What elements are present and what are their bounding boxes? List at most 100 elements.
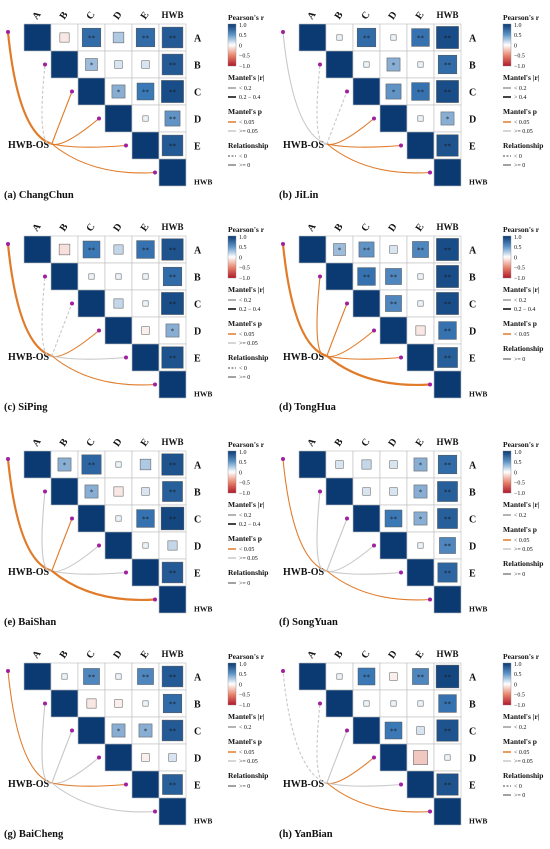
correlation-square <box>358 241 375 258</box>
diagonal-cell <box>433 797 462 826</box>
significance-mark: * <box>392 62 396 70</box>
correlation-square <box>142 115 149 122</box>
row-label-e: E <box>469 569 476 580</box>
grid-cell <box>131 50 160 79</box>
link-endpoint <box>399 143 403 148</box>
pearson-tick-label: −0.5 <box>239 54 250 60</box>
legend-rel-label: < 0 <box>514 154 522 160</box>
pearson-tick-label: 0 <box>239 255 242 261</box>
legend-pearson-title: Pearson's r <box>503 13 540 22</box>
diagonal-cell <box>131 131 160 160</box>
diagonal-cell <box>50 50 79 79</box>
legend-mantel-r-title: Mantel's |r| <box>503 73 540 82</box>
correlation-square <box>113 486 124 497</box>
significance-mark: ** <box>444 543 452 551</box>
row-label-c: C <box>194 300 201 311</box>
column-label-c: C <box>360 222 373 234</box>
link-endpoint <box>318 489 322 494</box>
row-label-hwb: HWB <box>194 178 212 187</box>
pearson-tick-label: −0.5 <box>514 693 525 699</box>
grid-cell <box>406 504 435 533</box>
correlation-square <box>162 693 183 714</box>
pearson-tick-label: −0.5 <box>514 54 525 60</box>
correlation-square <box>436 134 459 157</box>
row-label-e: E <box>469 354 476 365</box>
legend-mantel-r-title: Mantel's |r| <box>503 712 540 721</box>
row-label-a: A <box>194 461 202 472</box>
pearson-tick-label: 1.0 <box>239 662 247 668</box>
correlation-square <box>161 292 184 315</box>
correlation-square <box>161 346 184 369</box>
legend-rel-label: < 0 <box>514 784 522 790</box>
correlation-square <box>141 326 150 335</box>
correlation-square <box>440 111 455 126</box>
correlation-square <box>385 268 402 285</box>
correlation-square <box>361 459 372 470</box>
significance-mark: ** <box>444 728 452 736</box>
mantel-link <box>41 703 53 784</box>
correlation-square <box>168 753 177 762</box>
column-label-b: B <box>333 649 346 661</box>
mantel-link <box>51 545 100 573</box>
legend-mantel-p-title: Mantel's p <box>228 737 262 746</box>
correlation-square <box>385 83 402 100</box>
correlation-square <box>82 240 101 259</box>
significance-mark: * <box>117 728 121 736</box>
row-label-b: B <box>194 273 201 284</box>
mantel-link <box>51 782 156 813</box>
mantel-link <box>41 64 53 145</box>
diagonal-cell <box>158 797 187 826</box>
column-label-e: E <box>139 437 152 449</box>
significance-mark: ** <box>169 701 177 709</box>
legend-mantel-p-title: Mantel's p <box>503 737 537 746</box>
legend: Pearson's r1.0 0.5 0 −0.5 −1.0 Mantel's |r| < … <box>227 440 268 587</box>
legend-mantel-r-title: Mantel's |r| <box>503 500 540 509</box>
correlation-square <box>141 753 150 762</box>
significance-mark: ** <box>363 247 371 255</box>
pearson-tick-label: 0 <box>239 470 242 476</box>
column-label-c: C <box>85 649 98 661</box>
diagonal-cell <box>433 158 462 187</box>
pearson-colorbar <box>502 235 512 279</box>
correlation-square <box>385 295 402 312</box>
pearson-tick-label: −0.5 <box>514 481 525 487</box>
significance-mark: ** <box>169 116 177 124</box>
column-label-e: E <box>139 222 152 234</box>
correlation-square <box>412 668 429 685</box>
legend-p-label: >= 0.05 <box>239 129 258 135</box>
correlation-square <box>167 540 178 551</box>
correlation-square <box>436 265 459 288</box>
correlation-square <box>356 27 377 48</box>
link-endpoint <box>43 701 47 706</box>
row-label-hwb: HWB <box>469 605 487 614</box>
legend-pearson-title: Pearson's r <box>503 225 540 234</box>
pearson-colorbar <box>502 662 512 706</box>
mantel-link <box>6 458 53 573</box>
diagonal-cell <box>23 662 52 691</box>
diagonal-cell <box>104 104 133 133</box>
significance-mark: * <box>338 247 342 255</box>
significance-mark: ** <box>363 35 371 43</box>
diagonal-cell <box>104 743 133 772</box>
legend-mantel-p-title: Mantel's p <box>228 319 262 328</box>
grid-cell <box>433 531 462 560</box>
column-label-d: D <box>112 649 125 661</box>
source-label: HWB-OS <box>8 779 50 790</box>
row-label-a: A <box>194 34 202 45</box>
legend-r-label: < 0.2 <box>239 298 251 304</box>
mantel-link <box>326 570 402 575</box>
correlation-square <box>161 26 184 49</box>
diagonal-cell <box>23 235 52 264</box>
pearson-colorbar <box>502 23 512 67</box>
legend-relationship-title: Relationship <box>228 353 268 362</box>
mantel-link <box>326 757 375 785</box>
link-endpoint <box>70 516 74 521</box>
correlation-square <box>416 726 425 735</box>
significance-mark: ** <box>142 89 150 97</box>
source-label: HWB-OS <box>8 140 50 151</box>
correlation-square <box>137 668 154 685</box>
column-label-c: C <box>85 222 98 234</box>
correlation-square <box>139 458 152 471</box>
legend-mantel-r-title: Mantel's |r| <box>228 712 265 721</box>
correlation-square <box>161 665 184 688</box>
